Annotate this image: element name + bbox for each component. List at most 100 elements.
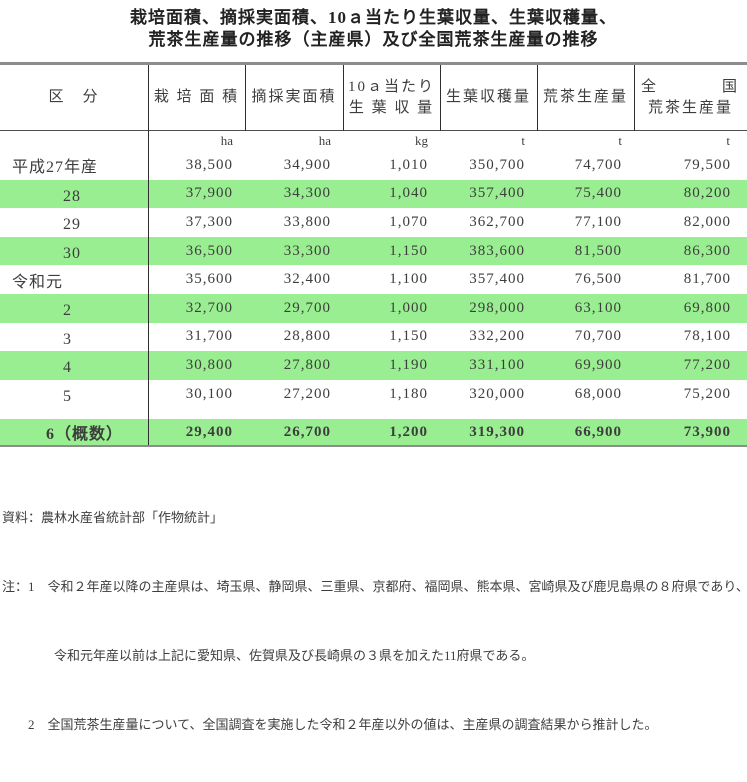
value-cell: 81,500 [574, 242, 622, 259]
value-cell: 68,000 [574, 385, 622, 402]
unit-label: ha [220, 133, 233, 148]
value-cell: 77,100 [574, 213, 622, 230]
value-cell: 38,500 [185, 156, 233, 173]
value-cell: 1,150 [389, 242, 428, 259]
row-label: 3 [12, 330, 73, 348]
value-cell: 362,700 [469, 213, 525, 230]
row-label: 2 [12, 302, 73, 320]
value-cell: 79,500 [683, 156, 731, 173]
value-cell: 35,600 [185, 271, 233, 288]
header-kubun: 区 分 [48, 89, 100, 105]
value-cell: 69,900 [574, 356, 622, 373]
table-row: 令和元 35,600 32,400 1,100 357,400 76,500 81,700 [0, 265, 747, 294]
table-row: 4 30,800 27,800 1,190 331,100 69,900 77,200 [0, 351, 747, 380]
page: 栽培面積、摘採実面積、10ａ当たり生葉収量、生葉収穫量、 荒茶生産量の推移（主産… [0, 8, 747, 732]
table-body: 平成27年産 38,500 34,900 1,010 350,700 74,700 79,5… [0, 151, 747, 446]
value-cell: 73,900 [683, 423, 731, 440]
value-cell: 86,300 [683, 242, 731, 259]
row-label: 29 [12, 216, 82, 234]
table-row: 5 30,100 27,200 1,180 320,000 68,000 75,200 [0, 380, 747, 409]
row-label: 令和元 [12, 273, 64, 291]
column-divider [634, 65, 635, 131]
value-cell: 32,400 [283, 271, 331, 288]
value-cell: 75,400 [574, 185, 622, 202]
table-row: 2 32,700 29,700 1,000 298,000 63,100 69,800 [0, 293, 747, 323]
value-cell: 1,150 [389, 328, 428, 345]
value-cell: 34,300 [283, 185, 331, 202]
note-2: 2 全国荒茶生産量について、全国調査を実施した令和２年産以外の値は、主産県の調査… [2, 717, 658, 733]
value-cell: 33,300 [283, 242, 331, 259]
note-1-continued: 令和元年産以前は上記に愛知県、佐賀県及び長崎県の３県を加えた11府県である。 [2, 648, 535, 664]
value-cell: 331,100 [469, 356, 525, 373]
table-top-border [0, 62, 747, 65]
value-cell: 31,700 [185, 328, 233, 345]
value-cell: 30,100 [185, 385, 233, 402]
value-cell: 357,400 [469, 185, 525, 202]
value-cell: 29,400 [185, 423, 233, 440]
value-cell: 357,400 [469, 271, 525, 288]
value-cell: 1,040 [389, 185, 428, 202]
value-cell: 27,800 [283, 356, 331, 373]
table-header-row: 区 分 栽 培 面 積 摘採実面積 10ａ当たり 生 葉 収 量 生葉収穫量 荒… [0, 65, 747, 131]
value-cell: 1,190 [389, 356, 428, 373]
statistics-table: 区 分 栽 培 面 積 摘採実面積 10ａ当たり 生 葉 収 量 生葉収穫量 荒… [0, 62, 747, 448]
value-cell: 66,900 [574, 423, 622, 440]
units-row: ha ha kg t t t [0, 131, 747, 151]
kubun-column-divider [148, 65, 149, 446]
value-cell: 63,100 [574, 299, 622, 316]
value-cell: 69,800 [683, 299, 731, 316]
header-zenkoku-aracha-seisanryo: 全 国 荒茶生産量 [634, 65, 747, 130]
value-cell: 332,200 [469, 328, 525, 345]
value-cell: 36,500 [185, 242, 233, 259]
value-cell: 1,100 [389, 271, 428, 288]
value-cell: 76,500 [574, 271, 622, 288]
unit-label: t [618, 133, 622, 148]
value-cell: 28,800 [283, 328, 331, 345]
unit-label: t [726, 133, 731, 148]
value-cell: 74,700 [574, 156, 622, 173]
value-cell: 29,700 [283, 299, 331, 316]
unit-label: kg [415, 133, 428, 148]
table-row: 28 37,900 34,300 1,040 357,400 75,400 80,200 [0, 179, 747, 209]
header-saibai-menseki: 栽 培 面 積 [153, 89, 240, 105]
page-title-line2: 荒茶生産量の推移（主産県）及び全国荒茶生産量の推移 [148, 30, 599, 49]
value-cell: 81,700 [683, 271, 731, 288]
value-cell: 26,700 [283, 423, 331, 440]
column-divider [537, 65, 538, 131]
column-divider [440, 65, 441, 131]
value-cell: 27,200 [283, 385, 331, 402]
value-cell: 80,200 [683, 185, 731, 202]
value-cell: 37,300 [185, 213, 233, 230]
table-row: 平成27年産 38,500 34,900 1,010 350,700 74,700 79,5… [0, 151, 747, 180]
header-aracha-seisanryo: 荒茶生産量 [542, 89, 628, 105]
unit-label: ha [318, 133, 331, 148]
header-tekisai-jitsumenseki: 摘採実面積 [251, 89, 337, 105]
value-cell: 30,800 [185, 356, 233, 373]
table-bottom-border [0, 445, 747, 448]
column-divider [245, 65, 246, 131]
value-cell: 383,600 [469, 242, 525, 259]
row-label: 28 [12, 187, 82, 205]
value-cell: 33,800 [283, 213, 331, 230]
table-row: 3 31,700 28,800 1,150 332,200 70,700 78,100 [0, 323, 747, 352]
header-zenkoku-zen: 全 [641, 78, 657, 95]
row-label: 5 [12, 388, 73, 406]
value-cell: 1,000 [389, 299, 428, 316]
footnotes: 資料：農林水産省統計部「作物統計」 注：1 令和２年産以降の主産県は、埼玉県、静… [0, 460, 747, 782]
header-zenkoku-koku: 国 [721, 78, 737, 95]
row-label: 30 [12, 245, 82, 263]
page-title-line1: 栽培面積、摘採実面積、10ａ当たり生葉収量、生葉収穫量、 [130, 8, 617, 27]
value-cell: 82,000 [683, 213, 731, 230]
value-cell: 75,200 [683, 385, 731, 402]
column-divider [343, 65, 344, 131]
value-cell: 319,300 [469, 423, 525, 440]
note-1: 注：1 令和２年産以降の主産県は、埼玉県、静岡県、三重県、京都府、福岡県、熊本県… [2, 579, 747, 595]
value-cell: 320,000 [469, 385, 525, 402]
value-cell: 32,700 [185, 299, 233, 316]
source-note: 資料：農林水産省統計部「作物統計」 [2, 510, 224, 526]
header-per-10a-line1: 10ａ当たり [347, 78, 435, 95]
table-row: 29 37,300 33,800 1,070 362,700 77,100 82,000 [0, 208, 747, 237]
header-zenkoku-line1: 全 国 [634, 77, 747, 98]
value-cell: 77,200 [683, 356, 731, 373]
table-row: 6（概数） 29,400 26,700 1,200 319,300 66,900 73,90… [0, 419, 747, 446]
